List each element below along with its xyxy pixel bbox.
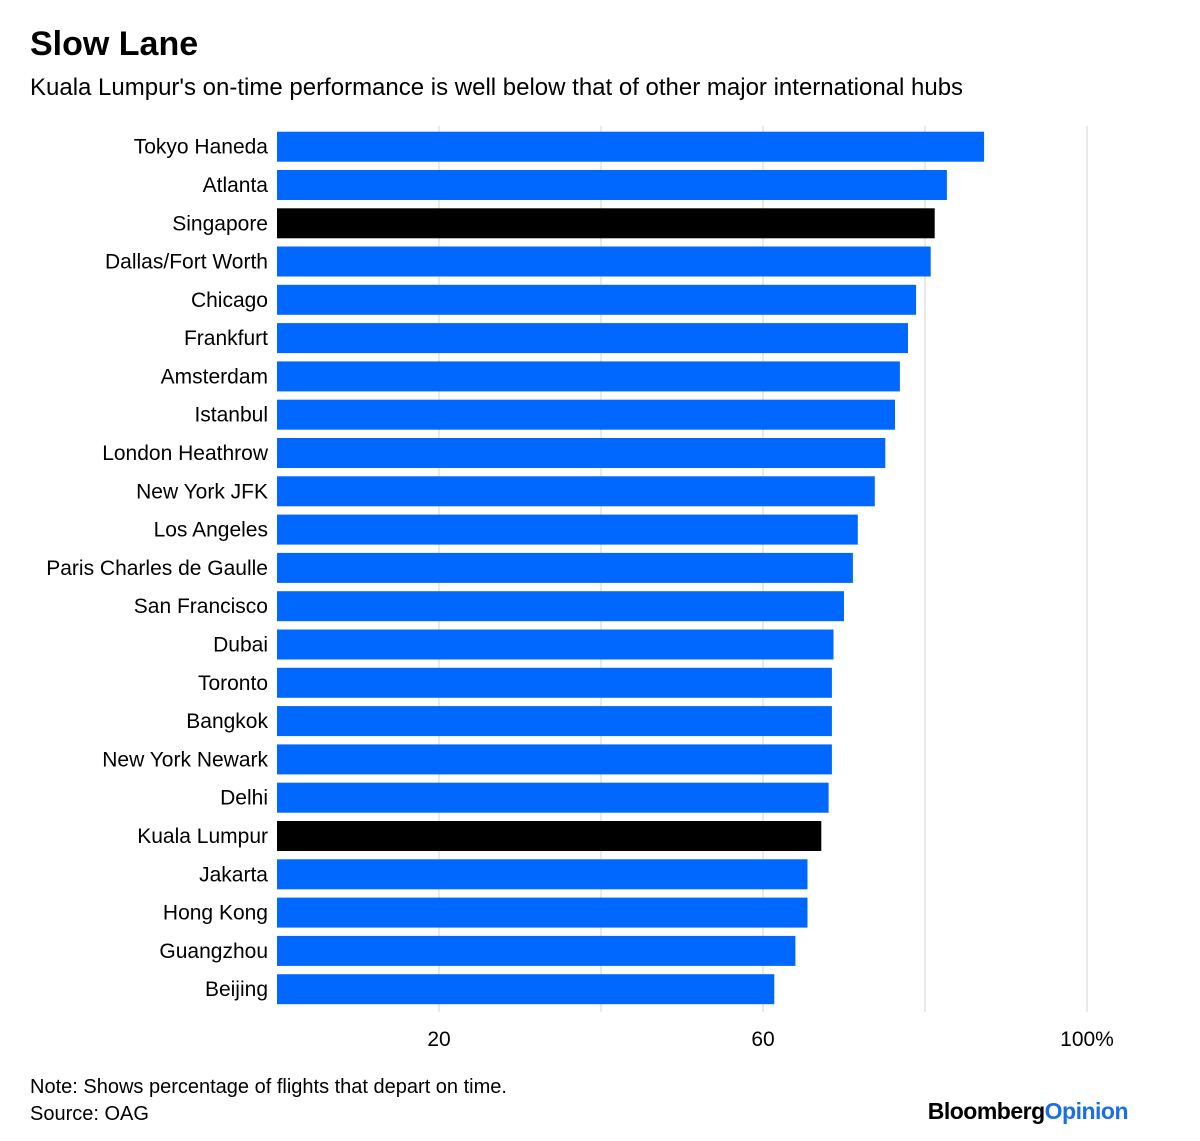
category-label-chicago: Chicago: [191, 289, 268, 312]
bar-london-heathrow: [277, 438, 886, 468]
category-label-tokyo-haneda: Tokyo Haneda: [134, 136, 269, 159]
bar-new-york-jfk: [277, 476, 875, 507]
bar-guangzhou: [277, 935, 796, 966]
x-axis-ticks: 20 60 100%: [427, 1028, 1114, 1051]
category-label-new-york-jfk: New York JFK: [136, 480, 268, 503]
bar-dubai: [277, 629, 834, 660]
bar-frankfurt: [277, 323, 908, 354]
category-label-san-francisco: San Francisco: [134, 595, 268, 618]
bar-toronto: [277, 667, 832, 698]
bar-amsterdam: [277, 361, 900, 392]
category-label-paris-charles-de-gaulle: Paris Charles de Gaulle: [46, 557, 268, 580]
bar-atlanta: [277, 170, 947, 200]
bar-jakarta: [277, 859, 808, 890]
category-label-los-angeles: Los Angeles: [154, 519, 268, 542]
x-tick-label-20: 20: [427, 1028, 450, 1051]
bar-delhi: [277, 782, 829, 813]
category-label-bangkok: Bangkok: [186, 710, 268, 733]
category-label-london-heathrow: London Heathrow: [102, 442, 269, 465]
category-label-toronto: Toronto: [198, 672, 268, 695]
chart-title: Slow Lane: [30, 25, 199, 63]
category-label-frankfurt: Frankfurt: [184, 327, 268, 350]
bar-new-york-newark: [277, 744, 832, 775]
brand-logo: BloombergOpinion: [927, 1098, 1129, 1125]
bars: [277, 131, 985, 1005]
brand-logo-part1: Bloomberg: [927, 1098, 1045, 1124]
category-label-amsterdam: Amsterdam: [161, 365, 268, 388]
footer-notes: Note: Shows percentage of flights that d…: [30, 1074, 507, 1128]
x-tick-label-60: 60: [751, 1028, 774, 1051]
bar-kuala-lumpur: [277, 821, 822, 851]
bar-chicago: [277, 284, 917, 315]
bar-singapore: [277, 208, 935, 239]
category-label-singapore: Singapore: [172, 212, 268, 235]
bar-hong-kong: [277, 897, 808, 928]
bar-tokyo-haneda: [277, 131, 985, 162]
category-label-istanbul: Istanbul: [194, 404, 268, 427]
bar-istanbul: [277, 399, 895, 430]
category-label-dallas-fort-worth: Dallas/Fort Worth: [105, 251, 268, 274]
note-text: Note: Shows percentage of flights that d…: [30, 1076, 507, 1098]
bar-paris-charles-de-gaulle: [277, 552, 853, 583]
category-label-beijing: Beijing: [205, 978, 268, 1001]
brand-logo-part2: Opinion: [1044, 1098, 1129, 1124]
category-labels: Tokyo Haneda Atlanta Singapore Dallas/Fort …: [46, 136, 269, 1002]
chart-subtitle: Kuala Lumpur's on-time performance is we…: [30, 74, 964, 101]
bar-dallas-fort-worth: [277, 246, 931, 277]
bar-los-angeles: [277, 514, 858, 545]
category-label-jakarta: Jakarta: [199, 863, 268, 886]
bar-beijing: [277, 974, 775, 1005]
bar-bangkok: [277, 706, 832, 737]
source-text: Source: OAG: [30, 1103, 149, 1125]
bar-san-francisco: [277, 591, 844, 622]
category-label-hong-kong: Hong Kong: [163, 902, 268, 925]
category-label-atlanta: Atlanta: [203, 174, 269, 197]
category-label-delhi: Delhi: [220, 787, 268, 810]
x-tick-label-100: 100%: [1060, 1028, 1114, 1051]
category-label-kuala-lumpur: Kuala Lumpur: [137, 825, 268, 848]
category-label-dubai: Dubai: [213, 634, 268, 657]
category-label-new-york-newark: New York Newark: [102, 748, 268, 771]
category-label-guangzhou: Guangzhou: [159, 940, 268, 963]
